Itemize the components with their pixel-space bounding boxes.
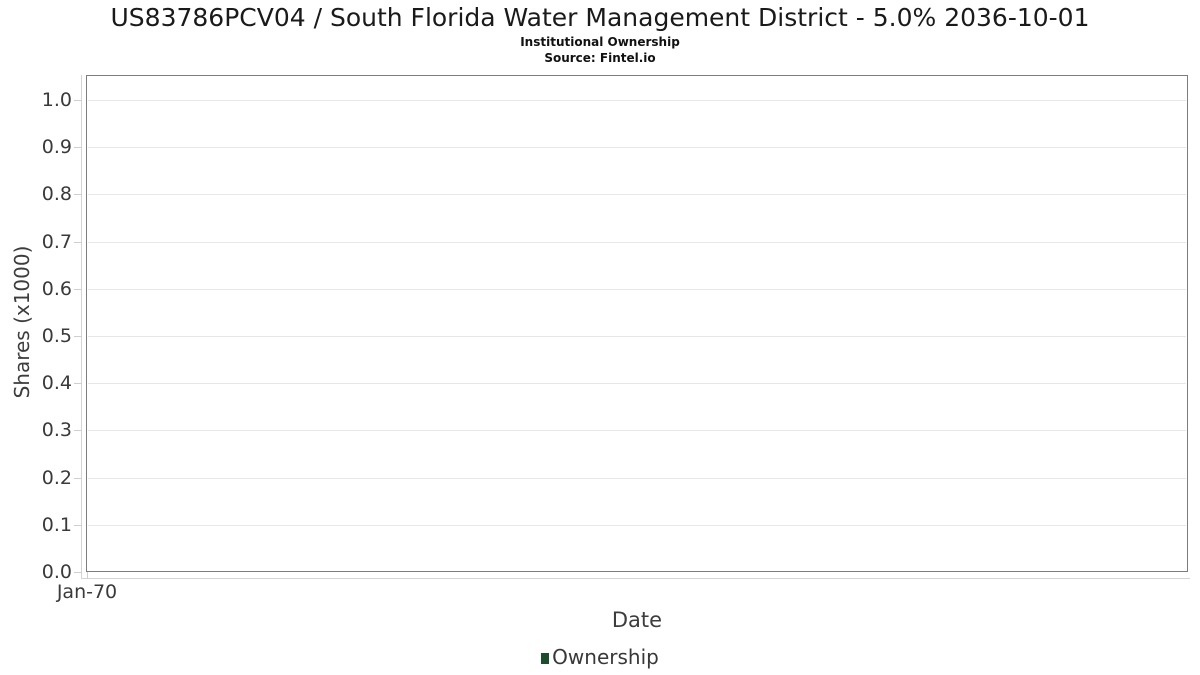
y-tick-label: 0.0 — [41, 561, 72, 583]
gridline — [88, 241, 1186, 243]
y-tick-label: 1.0 — [41, 89, 72, 111]
y-tick-mark — [74, 194, 82, 196]
x-axis-title: Date — [611, 608, 663, 632]
y-axis-title: Shares (x1000) — [10, 245, 34, 399]
chart-source: Source: Fintel.io — [544, 51, 656, 65]
legend-label-ownership: Ownership — [552, 645, 659, 669]
y-tick-mark — [74, 241, 82, 243]
y-tick-mark — [74, 524, 82, 526]
y-tick-mark — [74, 572, 82, 573]
gridline — [88, 430, 1186, 432]
y-tick-label: 0.6 — [41, 277, 72, 300]
x-tick-label: Jan-70 — [56, 581, 118, 603]
y-tick-mark — [74, 288, 82, 290]
gridline — [88, 383, 1186, 385]
x-tick-mark — [87, 572, 88, 578]
legend-marker-ownership — [541, 653, 550, 664]
y-tick-mark — [74, 430, 82, 432]
y-tick-label: 0.7 — [41, 230, 72, 253]
gridline — [88, 147, 1186, 149]
y-axis-line — [81, 75, 82, 578]
y-tick-mark — [74, 100, 82, 101]
y-tick-label: 0.1 — [41, 513, 72, 536]
gridline — [88, 336, 1186, 337]
y-tick-mark — [74, 147, 82, 149]
y-tick-label: 0.8 — [41, 183, 72, 206]
gridline — [88, 288, 1186, 290]
plot-area — [86, 75, 1188, 572]
y-tick-mark — [74, 477, 82, 479]
y-tick-label: 0.5 — [41, 325, 72, 347]
legend: Ownership — [0, 645, 1200, 669]
y-tick-label: 0.2 — [41, 466, 72, 489]
y-tick-mark — [74, 383, 82, 385]
gridline — [88, 194, 1186, 196]
gridline — [88, 477, 1186, 479]
gridline — [88, 524, 1186, 526]
chart-title: US83786PCV04 / South Florida Water Manag… — [110, 3, 1090, 32]
y-tick-label: 0.3 — [41, 419, 72, 442]
x-axis-line — [81, 578, 1190, 579]
y-tick-label: 0.9 — [41, 136, 72, 159]
gridline — [88, 100, 1186, 101]
y-tick-mark — [74, 336, 82, 337]
y-tick-label: 0.4 — [41, 372, 72, 395]
chart-subtitle: Institutional Ownership — [520, 35, 680, 49]
